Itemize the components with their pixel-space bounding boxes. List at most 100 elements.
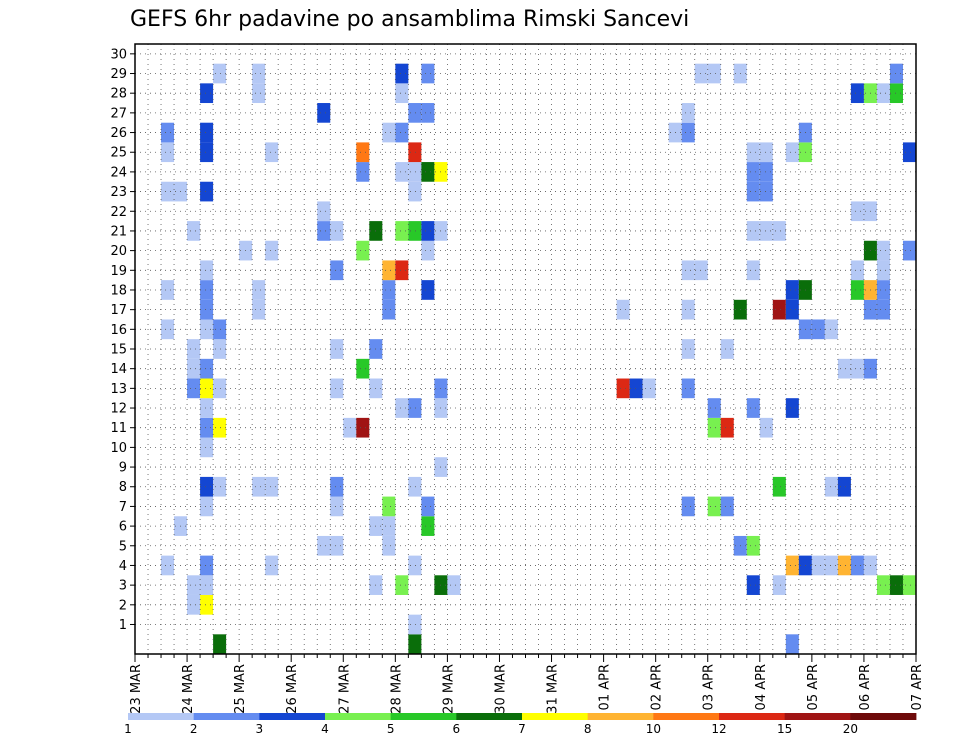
precip-cell-45 — [213, 476, 227, 497]
precip-cell-69 — [187, 378, 201, 399]
precip-cell-153 — [356, 162, 370, 182]
x-axis: 23 MAR 24 MAR 25 MAR 26 MAR 27 MAR 28 MAR 29 M… — [129, 654, 925, 714]
precip-cell-30 — [382, 535, 396, 556]
y-tick-label: 18 — [110, 283, 127, 298]
y-axis: 1234567891011121314151617181920212223242… — [110, 47, 135, 633]
precip-cell-14 — [876, 575, 890, 595]
precip-cell-39 — [382, 496, 396, 517]
precip-cell-83 — [850, 358, 864, 379]
x-tick-label: 30 MAR — [493, 664, 508, 714]
precip-cell-141 — [746, 221, 760, 241]
precip-cell-13 — [772, 575, 786, 595]
precip-cell-103 — [772, 299, 786, 320]
precip-cell-7 — [200, 575, 214, 595]
precip-cell-135 — [330, 221, 344, 241]
precip-cell-192 — [694, 63, 708, 84]
precip-cell-72 — [330, 378, 344, 399]
precip-cell-133 — [187, 221, 201, 241]
y-tick-label: 5 — [119, 539, 127, 554]
precip-cell-123 — [746, 260, 760, 281]
precip-cell-51 — [824, 476, 838, 497]
precip-cell-132 — [902, 240, 916, 261]
precip-cell-47 — [265, 476, 279, 497]
colorbar-swatch-7 — [522, 713, 589, 720]
precip-cell-173 — [395, 122, 409, 143]
precip-cell-43 — [720, 496, 734, 517]
precip-cell-61 — [759, 417, 773, 438]
precip-cell-54 — [200, 437, 214, 458]
precip-cells — [161, 63, 916, 654]
precip-cell-143 — [772, 221, 786, 241]
y-tick-label: 30 — [110, 47, 127, 62]
precip-cell-15 — [889, 575, 903, 595]
precip-cell-179 — [421, 103, 435, 123]
y-tick-label: 24 — [110, 165, 127, 180]
x-tick-label: 26 MAR — [285, 664, 300, 714]
precip-cell-111 — [421, 280, 435, 300]
precip-cell-49 — [408, 476, 422, 497]
precip-cell-118 — [330, 260, 344, 281]
y-tick-label: 28 — [110, 87, 127, 102]
precip-cell-0 — [213, 634, 227, 654]
precip-cell-80 — [200, 358, 214, 379]
colorbar-swatch-12 — [850, 713, 917, 720]
precip-cell-175 — [681, 122, 695, 143]
y-tick-label: 26 — [110, 126, 127, 141]
precip-cell-110 — [382, 280, 396, 300]
y-tick-label: 16 — [110, 323, 127, 338]
precip-cell-188 — [213, 63, 227, 84]
precip-cell-57 — [343, 417, 357, 438]
precip-cell-117 — [200, 260, 214, 281]
precip-cell-129 — [421, 240, 435, 261]
precip-cell-151 — [746, 181, 760, 202]
y-tick-label: 19 — [110, 264, 127, 279]
grid-lines — [134, 44, 917, 654]
precip-cell-181 — [200, 83, 214, 104]
precip-cell-2 — [785, 634, 799, 654]
precip-cell-6 — [187, 575, 201, 595]
precip-cell-77 — [642, 378, 656, 399]
precip-cell-184 — [850, 83, 864, 104]
precip-cell-64 — [408, 398, 422, 418]
precip-cell-137 — [395, 221, 409, 241]
precip-cell-55 — [200, 417, 214, 438]
precip-cell-11 — [447, 575, 461, 595]
precip-cell-182 — [252, 83, 266, 104]
precip-cell-159 — [759, 162, 773, 182]
precip-cell-124 — [850, 260, 864, 281]
precip-cell-70 — [200, 378, 214, 399]
precip-cell-87 — [330, 339, 344, 359]
precip-cell-26 — [850, 555, 864, 576]
precip-cell-37 — [200, 496, 214, 517]
colorbar-label: 10 — [646, 722, 661, 736]
precip-cell-116 — [876, 280, 890, 300]
precip-cell-195 — [889, 63, 903, 84]
y-tick-label: 25 — [110, 146, 127, 161]
colorbar-label: 4 — [321, 722, 329, 736]
precip-cell-125 — [876, 260, 890, 281]
precip-cell-193 — [707, 63, 721, 84]
colorbar-label: 20 — [843, 722, 858, 736]
precip-cell-158 — [746, 162, 760, 182]
precip-cell-119 — [382, 260, 396, 281]
x-tick-label: 02 APR — [650, 664, 665, 710]
precip-cell-122 — [694, 260, 708, 281]
colorbar-label: 2 — [190, 722, 198, 736]
precip-cell-12 — [746, 575, 760, 595]
precip-cell-138 — [408, 221, 422, 241]
precip-cell-82 — [837, 358, 851, 379]
precip-cell-147 — [161, 181, 175, 202]
precip-cell-145 — [850, 201, 864, 222]
y-tick-label: 9 — [119, 461, 127, 476]
precip-cell-127 — [265, 240, 279, 261]
precip-cell-59 — [707, 417, 721, 438]
precip-cell-23 — [811, 555, 825, 576]
precip-cell-21 — [785, 555, 799, 576]
colorbar-label: 15 — [777, 722, 792, 736]
precip-cell-155 — [408, 162, 422, 182]
colorbar-swatch-9 — [653, 713, 720, 720]
y-tick-label: 22 — [110, 205, 127, 220]
precip-cell-3 — [408, 614, 422, 635]
x-tick-label: 29 MAR — [441, 664, 456, 714]
y-tick-label: 2 — [119, 598, 127, 613]
